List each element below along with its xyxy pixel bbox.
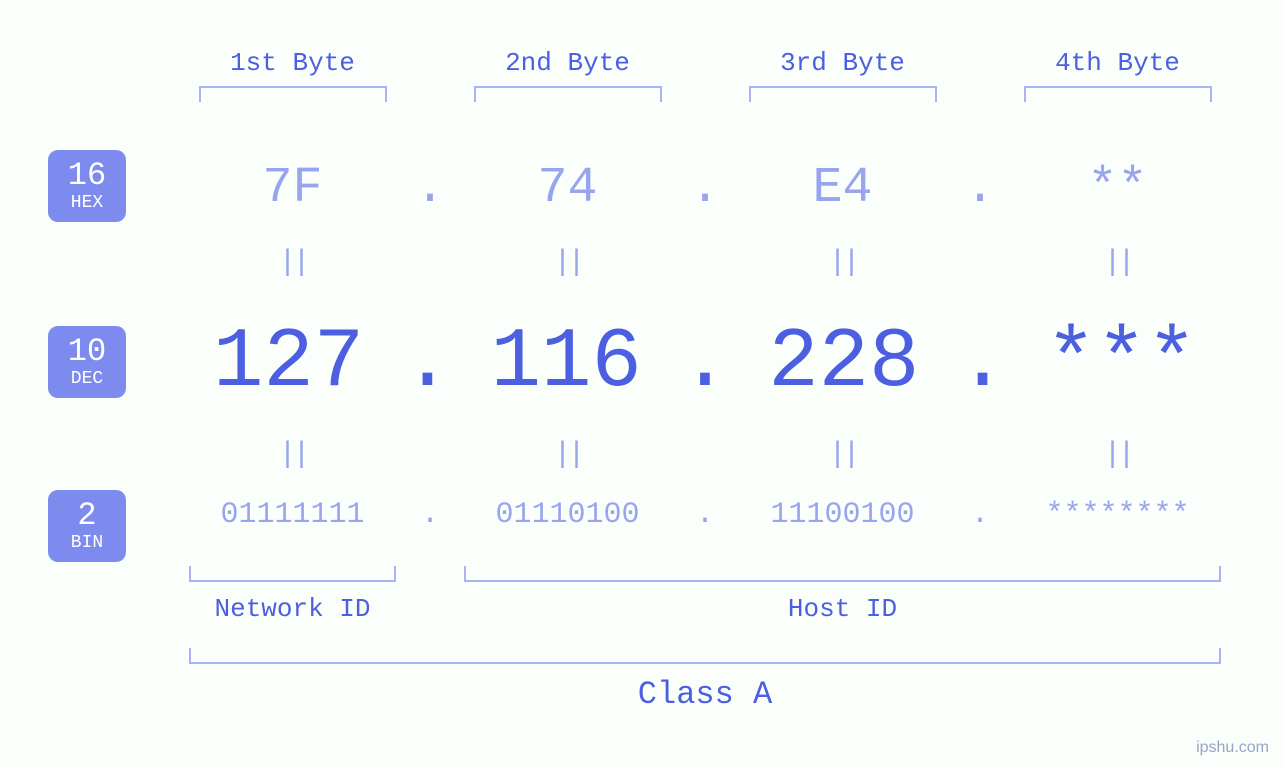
hex-badge-label: HEX xyxy=(71,194,103,212)
dot-icon: . xyxy=(960,498,1000,532)
dot-icon: . xyxy=(960,160,1000,217)
equals-icon: || xyxy=(1000,246,1235,280)
dec-byte-2: 116 xyxy=(453,316,680,411)
watermark-text: ipshu.com xyxy=(1196,739,1269,757)
equals-row-2: || . || . || . || xyxy=(175,438,1235,472)
bin-badge: 2 BIN xyxy=(48,490,126,562)
byte-header-1: 1st Byte xyxy=(175,48,410,78)
hex-byte-4: ** xyxy=(1000,160,1235,217)
bin-byte-4: ******** xyxy=(1000,498,1235,532)
bin-byte-1: 01111111 xyxy=(175,498,410,532)
diagram-root: 1st Byte . 2nd Byte . 3rd Byte . 4th Byt… xyxy=(0,0,1285,767)
equals-icon: || xyxy=(1000,438,1235,472)
bin-row: 01111111 . 01110100 . 11100100 . *******… xyxy=(175,498,1235,532)
class-bracket xyxy=(189,648,1221,664)
dec-badge: 10 DEC xyxy=(48,326,126,398)
equals-icon: || xyxy=(175,438,410,472)
equals-icon: || xyxy=(175,246,410,280)
byte-brackets-row: . . . xyxy=(175,86,1235,104)
byte-header-4: 4th Byte xyxy=(1000,48,1235,78)
network-id-bracket xyxy=(189,566,396,582)
hex-badge: 16 HEX xyxy=(48,150,126,222)
dot-icon: . xyxy=(685,160,725,217)
hex-badge-num: 16 xyxy=(68,160,106,192)
equals-icon: || xyxy=(725,246,960,280)
byte-bracket-3 xyxy=(749,86,937,102)
byte-header-3: 3rd Byte xyxy=(725,48,960,78)
equals-row-1: || . || . || . || xyxy=(175,246,1235,280)
dec-badge-num: 10 xyxy=(68,336,106,368)
equals-icon: || xyxy=(450,438,685,472)
dot-icon: . xyxy=(410,498,450,532)
hex-byte-3: E4 xyxy=(725,160,960,217)
bin-byte-3: 11100100 xyxy=(725,498,960,532)
bin-badge-num: 2 xyxy=(77,500,96,532)
byte-headers-row: 1st Byte . 2nd Byte . 3rd Byte . 4th Byt… xyxy=(175,48,1235,78)
byte-bracket-4 xyxy=(1024,86,1212,102)
host-id-bracket xyxy=(464,566,1221,582)
dot-icon: . xyxy=(957,316,1007,411)
dot-icon: . xyxy=(685,498,725,532)
dec-row: 127 . 116 . 228 . *** xyxy=(175,316,1235,411)
host-id-label: Host ID xyxy=(450,594,1235,624)
byte-bracket-2 xyxy=(474,86,662,102)
network-id-label: Network ID xyxy=(175,594,410,624)
dec-badge-label: DEC xyxy=(71,370,103,388)
dec-byte-4: *** xyxy=(1008,316,1235,411)
dot-icon: . xyxy=(410,160,450,217)
equals-icon: || xyxy=(450,246,685,280)
byte-bracket-1 xyxy=(199,86,387,102)
dot-icon: . xyxy=(402,316,452,411)
hex-row: 7F . 74 . E4 . ** xyxy=(175,160,1235,217)
equals-icon: || xyxy=(725,438,960,472)
dec-byte-3: 228 xyxy=(730,316,957,411)
bin-badge-label: BIN xyxy=(71,534,103,552)
hex-byte-2: 74 xyxy=(450,160,685,217)
byte-header-2: 2nd Byte xyxy=(450,48,685,78)
bin-byte-2: 01110100 xyxy=(450,498,685,532)
dot-icon: . xyxy=(680,316,730,411)
class-label: Class A xyxy=(175,676,1235,713)
hex-byte-1: 7F xyxy=(175,160,410,217)
dec-byte-1: 127 xyxy=(175,316,402,411)
